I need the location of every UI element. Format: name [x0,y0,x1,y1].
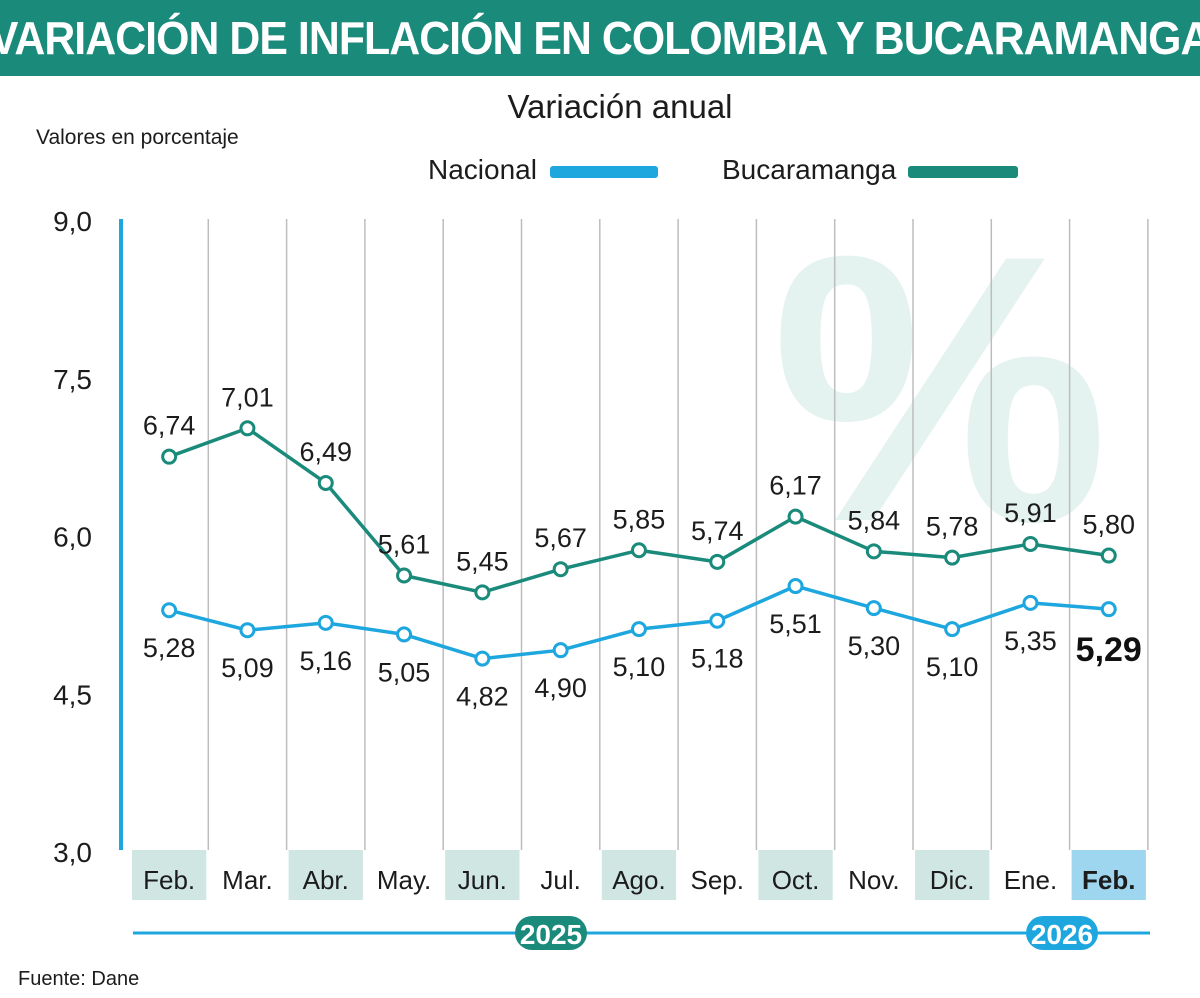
data-label-bucaramanga: 5,67 [534,523,587,553]
data-point-bucaramanga [1022,535,1039,552]
data-label-bucaramanga: 5,45 [456,546,509,576]
data-label-nacional: 5,18 [691,644,744,674]
data-point-bucaramanga [630,542,647,559]
data-point-nacional [1100,601,1117,618]
year-label: 2025 [520,919,582,950]
data-point-nacional [630,621,647,638]
x-tick-label: Feb. [143,865,195,895]
year-badge [515,916,587,950]
x-tick-label: May. [377,865,431,895]
data-label-nacional: 5,35 [1004,626,1057,656]
year-badge [1026,916,1098,950]
x-tick-label: Ago. [612,865,666,895]
data-point-nacional [396,626,413,643]
data-point-bucaramanga [865,543,882,560]
data-label-bucaramanga: 5,80 [1082,510,1135,540]
y-tick-label: 7,5 [53,364,92,395]
x-tick-label: Feb. [1082,865,1135,895]
data-label-nacional: 5,05 [378,657,431,687]
data-label-bucaramanga: 6,49 [299,437,352,467]
data-label-bucaramanga: 5,74 [691,516,744,546]
unit-label: Valores en porcentaje [36,126,239,149]
data-label-nacional: 5,28 [143,633,196,663]
data-label-bucaramanga: 5,85 [613,504,666,534]
data-point-bucaramanga [709,553,726,570]
month-band [132,850,207,900]
x-tick-label: Dic. [930,865,975,895]
data-point-nacional [1022,594,1039,611]
data-point-nacional [239,622,256,639]
source-note: Fuente: Dane [18,968,140,990]
data-point-nacional [787,578,804,595]
month-band [1071,850,1146,900]
data-label-bucaramanga: 5,61 [378,530,431,560]
data-point-nacional [161,602,178,619]
x-tick-label: Ene. [1004,865,1058,895]
data-label-bucaramanga: 5,78 [926,512,979,542]
data-label-nacional: 5,10 [613,652,666,682]
data-point-bucaramanga [787,508,804,525]
year-label: 2026 [1031,919,1093,950]
data-point-nacional [944,621,961,638]
data-point-bucaramanga [474,584,491,601]
month-band [288,850,363,900]
legend-bucaramanga-label: Bucaramanga [722,154,897,185]
data-label-bucaramanga: 5,84 [848,505,901,535]
data-label-nacional: 5,30 [848,631,901,661]
data-point-nacional [317,614,334,631]
data-label-nacional: 5,29 [1076,631,1142,669]
month-band [445,850,520,900]
data-point-bucaramanga [1100,547,1117,564]
x-tick-label: Nov. [848,865,900,895]
x-tick-label: Oct. [772,865,820,895]
legend-bucaramanga-swatch [908,166,1018,178]
data-label-nacional: 4,90 [534,673,587,703]
y-tick-label: 4,5 [53,679,92,710]
y-tick-label: 6,0 [53,522,92,553]
data-point-bucaramanga [552,561,569,578]
data-label-nacional: 5,09 [221,653,274,683]
x-tick-label: Jul. [540,865,580,895]
x-tick-label: Sep. [691,865,745,895]
data-label-nacional: 5,51 [769,609,822,639]
month-band [915,850,990,900]
data-point-nacional [865,600,882,617]
legend-nacional-label: Nacional [428,154,537,185]
data-label-bucaramanga: 6,17 [769,471,822,501]
data-point-bucaramanga [944,549,961,566]
data-point-bucaramanga [317,474,334,491]
data-label-nacional: 4,82 [456,682,509,712]
data-point-nacional [474,650,491,667]
x-tick-label: Jun. [458,865,507,895]
data-point-bucaramanga [239,420,256,437]
x-tick-label: Mar. [222,865,273,895]
data-point-bucaramanga [396,567,413,584]
data-label-nacional: 5,16 [299,646,352,676]
data-label-bucaramanga: 5,91 [1004,498,1057,528]
month-band [601,850,677,900]
data-label-bucaramanga: 6,74 [143,411,196,441]
title-bar: VARIACIÓN DE INFLACIÓN EN COLOMBIA Y BUC… [0,0,1200,76]
data-point-bucaramanga [161,448,178,465]
y-tick-label: 3,0 [53,837,92,868]
x-tick-label: Abr. [303,865,349,895]
legend-nacional-swatch [550,166,658,178]
data-label-nacional: 5,10 [926,652,979,682]
data-point-nacional [552,642,569,659]
data-point-nacional [709,612,726,629]
data-label-bucaramanga: 7,01 [221,382,274,412]
month-band [758,850,833,900]
page-title: VARIACIÓN DE INFLACIÓN EN COLOMBIA Y BUC… [0,12,1200,64]
chart-subtitle: Variación anual [507,88,733,125]
y-tick-label: 9,0 [53,206,92,237]
